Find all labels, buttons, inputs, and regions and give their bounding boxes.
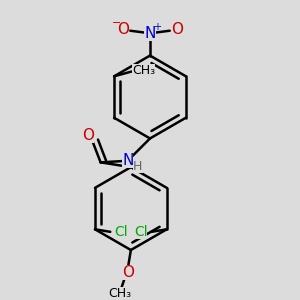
Text: −: − <box>112 18 122 28</box>
Text: CH₃: CH₃ <box>108 286 131 299</box>
Text: +: + <box>153 22 161 32</box>
Text: H: H <box>133 160 142 173</box>
Text: O: O <box>171 22 183 37</box>
Text: N: N <box>144 26 156 41</box>
Text: Cl: Cl <box>134 226 147 239</box>
Text: CH₃: CH₃ <box>132 64 155 77</box>
Text: Cl: Cl <box>114 226 128 239</box>
Text: O: O <box>117 22 129 37</box>
Text: O: O <box>122 265 134 280</box>
Text: N: N <box>122 153 134 168</box>
Text: O: O <box>82 128 94 143</box>
